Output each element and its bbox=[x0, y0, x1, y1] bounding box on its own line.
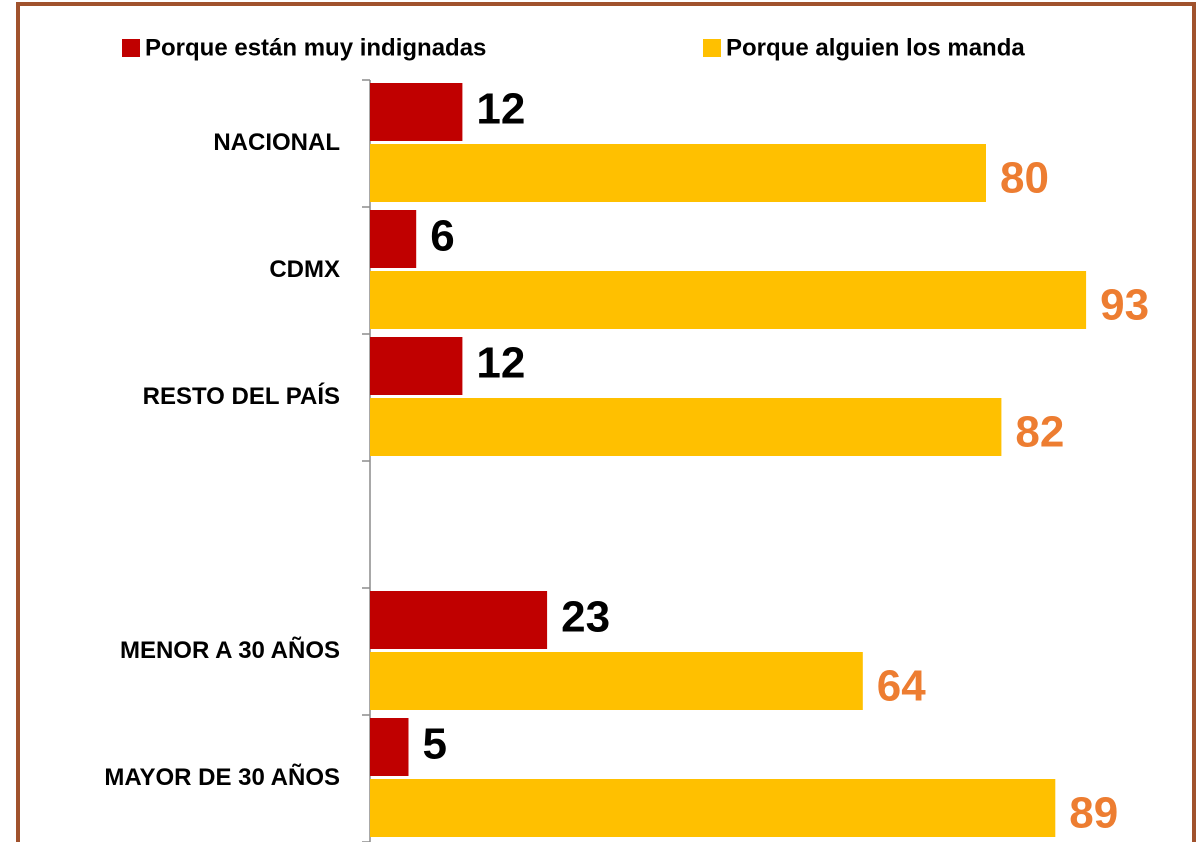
value-label: 12 bbox=[476, 339, 525, 388]
bar bbox=[370, 271, 1087, 329]
bar bbox=[370, 144, 986, 202]
legend-label: Porque alguien los manda bbox=[726, 34, 1025, 61]
legend-label: Porque están muy indignadas bbox=[145, 34, 486, 61]
bar bbox=[370, 398, 1002, 456]
legend-swatch bbox=[703, 39, 721, 57]
category-label: NACIONAL bbox=[213, 129, 340, 156]
value-label: 5 bbox=[423, 720, 447, 769]
frame bbox=[16, 2, 1196, 842]
bar bbox=[370, 779, 1056, 837]
value-label: 23 bbox=[561, 593, 610, 642]
bar bbox=[370, 210, 417, 268]
value-label: 93 bbox=[1100, 281, 1149, 330]
value-label: 64 bbox=[877, 662, 926, 711]
category-label: MAYOR DE 30 AÑOS bbox=[104, 763, 340, 791]
bar bbox=[370, 591, 548, 649]
value-label: 80 bbox=[1000, 154, 1049, 203]
bar bbox=[370, 718, 409, 776]
bar bbox=[370, 337, 463, 395]
value-label: 89 bbox=[1069, 789, 1118, 838]
category-label: CDMX bbox=[269, 256, 340, 283]
bar bbox=[370, 83, 463, 141]
value-label: 6 bbox=[430, 212, 454, 261]
value-label: 12 bbox=[476, 85, 525, 134]
category-label: MENOR A 30 AÑOS bbox=[120, 636, 340, 664]
category-label: RESTO DEL PAÍS bbox=[143, 382, 340, 410]
bar bbox=[370, 652, 863, 710]
legend-swatch bbox=[122, 39, 140, 57]
value-label: 82 bbox=[1015, 408, 1064, 457]
